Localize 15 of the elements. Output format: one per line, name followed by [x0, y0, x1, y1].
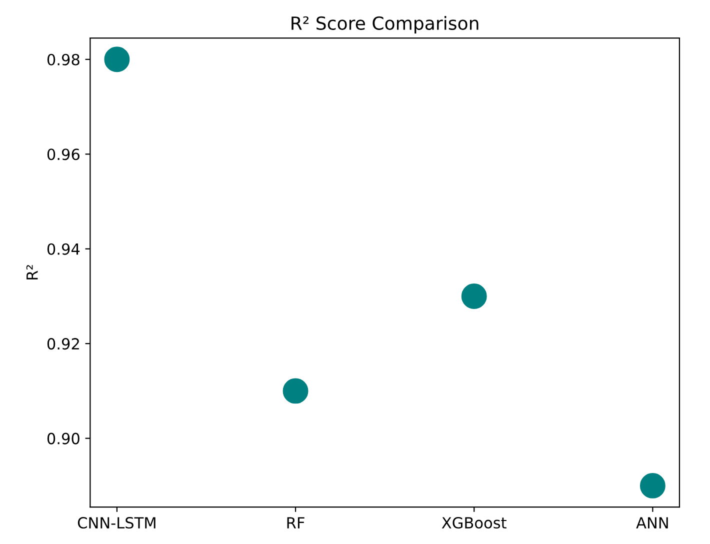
- x-tick-label: RF: [287, 517, 304, 528]
- point: [104, 46, 130, 72]
- y-tick-label: 0.96: [47, 148, 80, 160]
- x-tick-label: ANN: [636, 517, 668, 528]
- y-tick-label: 0.90: [47, 432, 80, 444]
- x-tick-label: CNN-LSTM: [78, 517, 156, 529]
- chart-title: R² Score Comparison: [292, 16, 478, 34]
- point: [640, 472, 666, 498]
- y-tick-label: 0.94: [47, 243, 80, 255]
- point: [461, 284, 487, 309]
- y-tick-label: 0.92: [47, 338, 79, 350]
- point: [282, 378, 308, 404]
- y-axis-title: R²: [26, 265, 38, 280]
- y-tick-label: 0.98: [47, 54, 80, 66]
- x-tick-label: XGBoost: [442, 517, 506, 529]
